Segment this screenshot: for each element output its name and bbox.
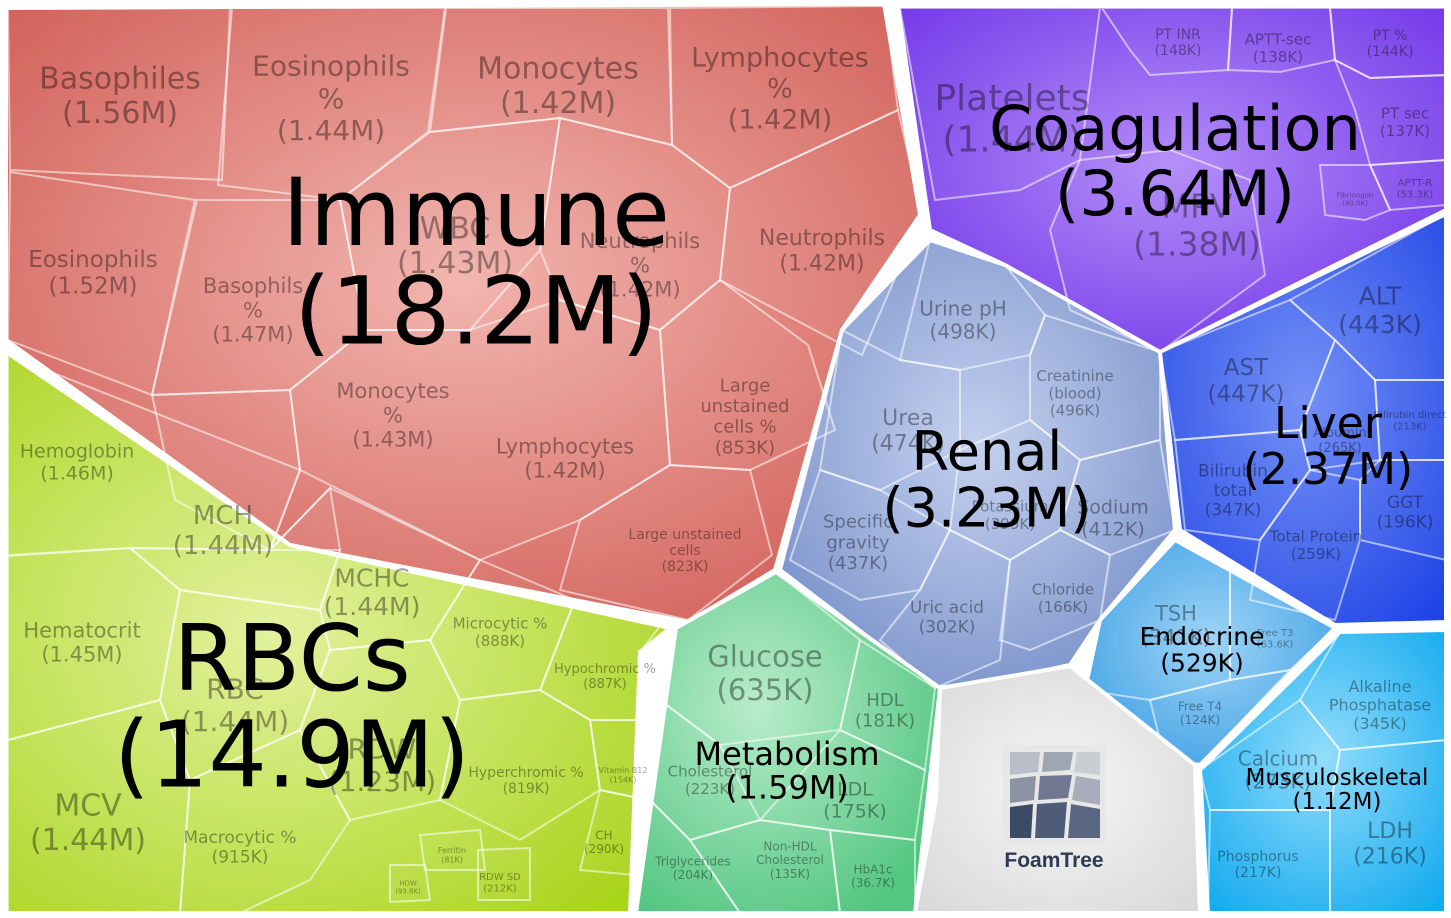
cell-label-immune-neutrophils: Neutrophils% (1.42M) [580,229,700,301]
cell-label-coagulation-pt-inr: PT INR (148K) [1155,27,1202,59]
cell-label-coagulation-pt-sec: PT sec (137K) [1380,105,1430,140]
cell-label-rbcs-microcytic: Microcytic % (888K) [453,615,548,650]
cell-rbcs-hdw[interactable] [389,864,432,904]
group-label-coagulation: Coagulation (3.64M) [989,92,1361,230]
cell-coagulation-fibrinogen[interactable] [1318,164,1392,222]
cell-label-musculoskeletal-ldh: LDH (216K) [1353,819,1427,869]
cell-label-rbcs-macrocytic: Macrocytic % (915K) [183,828,296,868]
cell-label-liver-total-protein: Total Protein (259K) [1269,528,1362,563]
foamtree-logo-icon [1003,745,1106,845]
group-label-liver: Liver (2.37M) [1243,398,1413,495]
cell-label-rbcs-hematocrit: Hematocrit (1.45M) [23,618,140,666]
cell-coagulation-pt-inr[interactable] [1100,7,1234,77]
cell-rbcs-rdw-sd[interactable] [477,846,531,901]
cell-label-rbcs-hypochromic: Hypochromic % (887K) [554,662,656,692]
cell-label-liver-alt: ALT (443K) [1338,281,1422,339]
cell-label-renal-uric-acid: Uric acid (302K) [910,598,984,638]
cell-label-renal-specific-gravity: Specific gravity (437K) [823,512,893,574]
cell-label-rbcs-mchc: MCHC (1.44M) [324,563,421,621]
cell-label-immune-monocytes: Monocytes% (1.43M) [336,379,449,451]
cell-label-immune-basophiles: Basophiles (1.56M) [39,61,201,131]
cell-label-coagulation-aptt-sec: APTT-sec (138K) [1245,31,1312,66]
cell-musculoskeletal-ldh[interactable] [1329,738,1447,914]
cell-label-immune-basophils: Basophils% (1.47M) [203,274,303,346]
cell-label-rbcs-hyperchromic: Hyperchromic % (819K) [468,765,583,797]
cell-label-renal-creatinine-blood: Creatinine (blood) (496K) [1036,367,1113,420]
cell-label-rbcs-hemoglobin: Hemoglobin (1.46M) [20,441,134,485]
cell-label-musculoskeletal-calcium: Calcium (273K) [1238,747,1319,794]
cell-label-endocrine-free-t3: Free T3 (63.6K) [1257,628,1294,651]
cell-label-coagulation-mpv: MPV (1.38M) [1133,187,1261,264]
cell-immune-basophiles[interactable] [6,7,232,182]
cell-label-liver-bilirubin-direct: Bilirubin direct (213K) [1374,410,1447,433]
cell-label-renal-chloride: Chloride (166K) [1032,581,1094,616]
cell-label-metabolism-triglycerides: Triglycerides (204K) [654,854,730,882]
cell-label-endocrine-tsh: TSH (341K) [1141,601,1211,649]
group-label-renal: Renal (3.23M) [883,420,1092,540]
cell-musculoskeletal-phosphorus[interactable] [1206,809,1331,914]
cell-label-musculoskeletal-phosphorus: Phosphorus (217K) [1217,849,1298,881]
group-label-musculoskeletal: Musculoskeletal (1.12M) [1246,765,1429,815]
cell-rbcs-ch[interactable] [578,788,650,877]
cell-label-musculoskeletal-alkaline-phosphatase: Alkaline Phosphatase (345K) [1329,677,1431,733]
cell-label-metabolism-glucose: Glucose (635K) [707,639,823,706]
cell-label-metabolism-hba1c: HbA1c (36.7K) [851,862,895,890]
cell-rbcs-macrocytic[interactable] [178,728,352,914]
cell-label-liver-ast: AST (447K) [1208,355,1285,407]
cell-label-coagulation-pt: PT % (144K) [1367,28,1414,60]
cell-label-rbcs-rbc: RBC (1.44M) [181,673,289,738]
cell-label-rbcs-rdw: RDW (1.23M) [328,733,436,798]
cell-label-immune-lymphocytes: Lymphocytes% (1.42M) [691,42,869,135]
cell-label-endocrine-free-t4: Free T4 (124K) [1178,699,1222,727]
cell-label-metabolism-non-hdl-cholesterol: Non-HDL Cholesterol (135K) [756,839,824,881]
cell-label-rbcs-vitamin-b12: Vitamin B12 (154K) [599,766,648,784]
cell-label-rbcs-ferritin: Ferritin (81K) [438,846,466,864]
cell-renal-uric-acid[interactable] [878,528,1012,690]
cell-immune-neutrophils[interactable] [718,108,924,357]
cell-label-metabolism-cholesterol: Cholesterol (223K) [668,763,753,798]
cell-label-coagulation-aptt-r: APTT-R (53.3K) [1397,178,1434,201]
cell-label-renal-sodium: Sodium (412K) [1077,497,1149,541]
cell-label-liver-albumin: Albumin (265K) [1313,426,1367,456]
cell-label-metabolism-hdl: HDL (181K) [855,690,915,732]
cell-immune-large-unstained-cells[interactable] [558,463,774,622]
group-label-rbcs: RBCs (14.9M) [114,605,470,809]
group-label-endocrine: Endocrine (529K) [1140,622,1265,677]
group-label-immune: Immune (18.2M) [282,159,670,367]
cell-coagulation-platelets[interactable] [898,7,1102,202]
group-liver[interactable] [1157,210,1448,628]
cell-label-immune-lymphocytes: Lymphocytes (1.42M) [496,434,634,482]
cell-label-immune-wbc: WBC (1.43M) [397,211,513,281]
cell-coagulation-mpv[interactable] [1048,148,1267,354]
cell-label-immune-large-unstained-cells: Large unstained cells % (853K) [700,375,789,458]
cell-label-renal-urine-ph: Urine pH (498K) [919,297,1007,344]
cell-label-immune-large-unstained-cells: Large unstained cells (823K) [628,527,741,575]
cell-label-immune-eosinophils: Eosinophils (1.52M) [28,247,158,299]
cell-label-coagulation-fibrinogen: Fibrinogen (80.0K) [1337,191,1374,207]
group-label-metabolism: Metabolism (1.59M) [695,735,880,807]
cell-coagulation-aptt-sec[interactable] [1226,7,1337,74]
cell-label-immune-monocytes: Monocytes (1.42M) [477,51,639,121]
cell-liver-total-protein[interactable] [1248,468,1361,622]
cell-label-immune-eosinophils: Eosinophils% (1.44M) [252,50,410,147]
cell-rbcs-vitamin-b12[interactable] [588,719,657,802]
cell-label-renal-potassium: Potassium (399K) [972,498,1049,533]
cell-liver-ggt[interactable] [1359,459,1447,562]
cell-label-liver-ggt: GGT (196K) [1377,493,1434,533]
cell-label-renal-urea: Urea (474K) [871,406,945,456]
cell-label-rbcs-ch: CH (290K) [584,828,624,856]
cell-label-liver-bilirubin-total: Bilirubin total (347K) [1198,461,1268,520]
cell-label-rbcs-mch: MCH (1.44M) [173,501,274,561]
cell-label-rbcs-hdw: HDW (93.8K) [395,879,421,895]
cell-label-rbcs-rdw-sd: RDW SD (212K) [479,872,521,895]
cell-label-coagulation-platelets: Platelets (1.44M) [934,78,1089,160]
cell-label-metabolism-ldl: LDL (175K) [823,779,887,823]
foamtree-brand-label: FoamTree [1004,849,1103,872]
cell-rbcs-ferritin[interactable] [418,828,487,871]
cell-label-rbcs-mcv: MCV (1.44M) [30,788,146,858]
cell-label-immune-neutrophils: Neutrophils (1.42M) [759,226,885,276]
